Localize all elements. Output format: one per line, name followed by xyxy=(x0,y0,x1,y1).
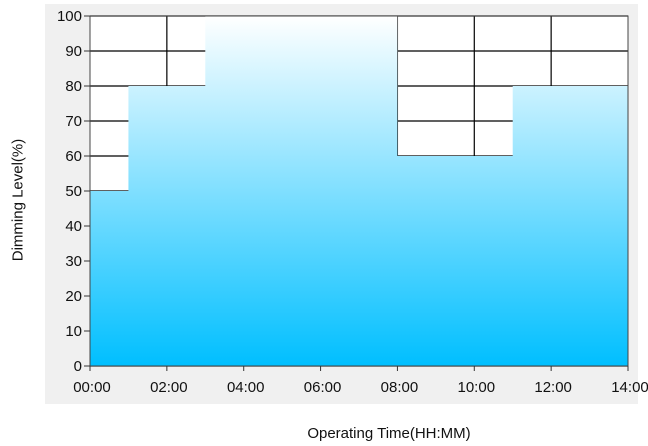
y-tick-label: 60 xyxy=(65,148,82,165)
y-tick-label: 100 xyxy=(57,8,82,25)
y-axis-title: Dimming Level(%) xyxy=(9,138,27,262)
x-axis-title: Operating Time(HH:MM) xyxy=(307,425,471,442)
x-tick-label: 00:00 xyxy=(73,379,111,396)
x-tick-label: 14:00 xyxy=(611,379,648,396)
x-tick-label: 12:00 xyxy=(534,379,572,396)
area-fill xyxy=(90,16,628,366)
y-tick-label: 30 xyxy=(65,253,82,270)
x-tick-label: 10:00 xyxy=(458,379,496,396)
y-tick-label: 0 xyxy=(74,358,82,375)
x-tick-label: 04:00 xyxy=(227,379,265,396)
y-tick-label: 90 xyxy=(65,43,82,60)
y-tick-label: 50 xyxy=(65,183,82,200)
x-tick-label: 06:00 xyxy=(304,379,342,396)
y-tick-label: 70 xyxy=(65,113,82,130)
x-tick-label: 02:00 xyxy=(150,379,188,396)
y-tick-label: 20 xyxy=(65,288,82,305)
y-tick-label: 40 xyxy=(65,218,82,235)
x-tick-label: 08:00 xyxy=(381,379,419,396)
y-tick-label: 10 xyxy=(65,323,82,340)
y-tick-label: 80 xyxy=(65,78,82,95)
